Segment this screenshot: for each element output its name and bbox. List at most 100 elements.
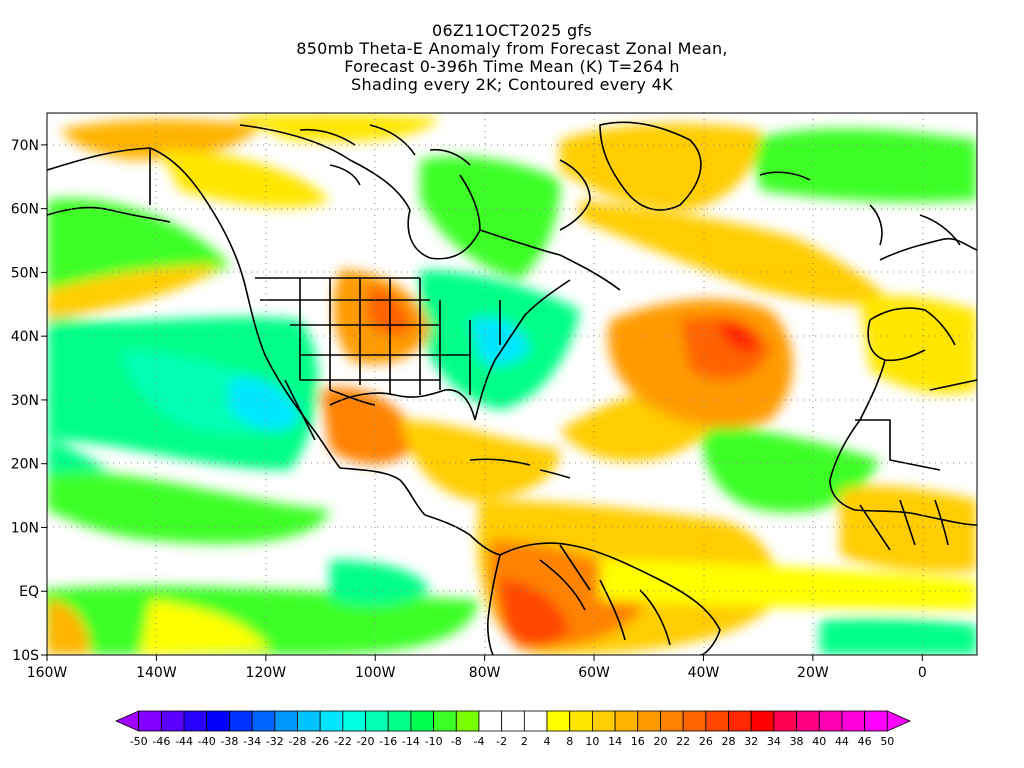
title-line-1: 06Z11OCT2025 gfs xyxy=(432,21,592,40)
colorbar-swatch xyxy=(682,710,707,732)
colorbar-label: -32 xyxy=(266,735,284,748)
colorbar-label: -50 xyxy=(130,735,148,748)
colorbar-label: 22 xyxy=(676,735,690,748)
lat-tick-label: EQ xyxy=(19,584,39,600)
colorbar-swatch xyxy=(705,710,729,732)
colorbar-swatch xyxy=(569,710,593,732)
colorbar-swatch xyxy=(342,710,366,732)
lon-tick-label: 100W xyxy=(355,665,396,681)
colorbar-label: 10 xyxy=(585,735,599,748)
map-area xyxy=(47,113,977,655)
colorbar-label: 26 xyxy=(699,735,713,748)
colorbar-label: -4 xyxy=(473,735,484,748)
map-frame xyxy=(46,112,978,656)
colorbar-label: 32 xyxy=(744,735,758,748)
colorbar-swatch xyxy=(637,710,661,732)
colorbar-swatch xyxy=(501,710,525,732)
title-line-2: 850mb Theta-E Anomaly from Forecast Zona… xyxy=(296,39,728,58)
latitude-axis: 10S EQ 10N 20N 30N 40N 50N 60N 70N xyxy=(11,138,47,664)
lat-tick-label: 40N xyxy=(11,329,39,345)
colorbar-swatch xyxy=(297,710,321,732)
colorbar-label: 40 xyxy=(812,735,826,748)
lat-tick-label: 10N xyxy=(11,520,39,536)
colorbar xyxy=(115,710,911,732)
colorbar-swatch xyxy=(160,710,185,732)
lon-tick-label: 160W xyxy=(27,665,68,681)
colorbar-swatch xyxy=(251,710,276,732)
colorbar-swatch xyxy=(614,710,639,732)
colorbar-swatch xyxy=(546,710,571,732)
colorbar-label: 28 xyxy=(722,735,736,748)
lon-tick-label: 0 xyxy=(918,665,927,681)
coastlines xyxy=(47,121,977,655)
colorbar-swatch xyxy=(818,710,843,732)
colorbar-label: -14 xyxy=(402,735,420,748)
colorbar-label: -22 xyxy=(334,735,352,748)
title-line-4: Shading every 2K; Contoured every 4K xyxy=(351,75,673,94)
colorbar-label: -46 xyxy=(152,735,170,748)
colorbar-label: -20 xyxy=(357,735,375,748)
colorbar-swatch xyxy=(410,710,434,732)
colorbar-label: -2 xyxy=(496,735,507,748)
map-grid xyxy=(47,113,977,655)
lat-tick-label: 70N xyxy=(11,138,39,154)
colorbar-label: 14 xyxy=(608,735,622,748)
colorbar-label: 38 xyxy=(790,735,804,748)
lon-tick-label: 120W xyxy=(246,665,287,681)
colorbar-label: -28 xyxy=(289,735,307,748)
colorbar-label: 34 xyxy=(767,735,781,748)
colorbar-swatch xyxy=(478,710,503,732)
colorbar-swatch xyxy=(319,710,344,732)
colorbar-left-arrow xyxy=(115,710,140,732)
colorbar-swatch xyxy=(728,710,752,732)
colorbar-swatch xyxy=(796,710,820,732)
colorbar-swatch xyxy=(773,710,797,732)
colorbar-label: -16 xyxy=(379,735,397,748)
colorbar-swatch xyxy=(138,710,162,732)
lon-tick-label: 80W xyxy=(469,665,501,681)
colorbar-swatch xyxy=(455,710,480,732)
colorbar-swatch xyxy=(592,710,616,732)
lat-tick-label: 50N xyxy=(11,265,39,281)
colorbar-label: 8 xyxy=(566,735,573,748)
colorbar-label: 46 xyxy=(858,735,872,748)
colorbar-swatch xyxy=(387,710,412,732)
colorbar-swatch xyxy=(433,710,457,732)
colorbar-labels: -50 -46 -44 -40 -38 -34 -32 -28 -26 -22 -20 -16 -14-… xyxy=(130,735,895,748)
lat-tick-label: 30N xyxy=(11,393,39,409)
title-line-3: Forecast 0-396h Time Mean (K) T=264 h xyxy=(344,57,680,76)
lat-tick-label: 10S xyxy=(12,648,39,664)
colorbar-swatch xyxy=(274,710,298,732)
colorbar-swatch xyxy=(523,710,548,732)
colorbar-swatch xyxy=(864,710,888,732)
anomaly-shading xyxy=(47,113,977,655)
lon-tick-label: 20W xyxy=(797,665,829,681)
colorbar-label: -10 xyxy=(425,735,443,748)
colorbar-swatch xyxy=(183,710,208,732)
colorbar-label: 16 xyxy=(631,735,645,748)
lon-tick-label: 40W xyxy=(688,665,720,681)
colorbar-label: 2 xyxy=(521,735,528,748)
colorbar-label: -34 xyxy=(243,735,261,748)
lon-tick-label: 60W xyxy=(578,665,610,681)
colorbar-label: 50 xyxy=(880,735,894,748)
colorbar-swatch xyxy=(365,710,389,732)
colorbar-swatch xyxy=(750,710,775,732)
lat-tick-label: 60N xyxy=(11,202,39,218)
colorbar-label: -40 xyxy=(198,735,216,748)
lon-tick-label: 140W xyxy=(136,665,177,681)
colorbar-swatch xyxy=(841,710,866,732)
colorbar-swatch xyxy=(660,710,684,732)
colorbar-label: 4 xyxy=(544,735,551,748)
colorbar-label: 44 xyxy=(835,735,849,748)
colorbar-right-arrow xyxy=(886,710,911,732)
colorbar-swatch xyxy=(206,710,230,732)
colorbar-swatch xyxy=(229,710,253,732)
lat-tick-label: 20N xyxy=(11,457,39,473)
colorbar-label: 20 xyxy=(653,735,667,748)
colorbar-label: -26 xyxy=(311,735,329,748)
colorbar-label: -38 xyxy=(220,735,238,748)
longitude-axis: 160W 140W 120W 100W 80W 60W 40W 20W 0 xyxy=(27,655,927,681)
colorbar-label: -8 xyxy=(451,735,462,748)
